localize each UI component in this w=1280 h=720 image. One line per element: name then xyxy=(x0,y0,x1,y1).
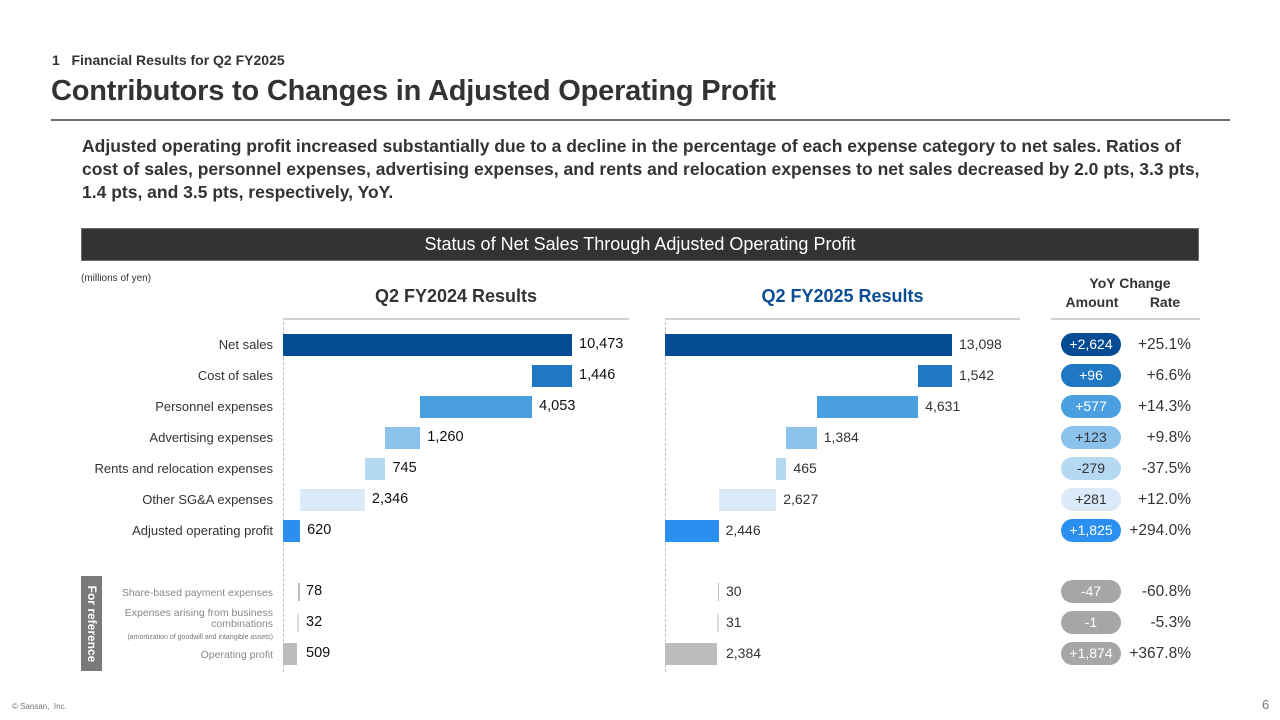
row-label: Cost of sales xyxy=(197,368,273,383)
ref-row-label: Expenses arising from business combinati… xyxy=(124,607,273,630)
yoy-ref-amount-pill: +1,874 xyxy=(1061,642,1121,665)
value-label: 2,627 xyxy=(783,491,819,507)
yoy-rate: +9.8% xyxy=(1146,429,1191,446)
yoy-ref-amount-pill: -47 xyxy=(1061,580,1121,603)
ref-value-label: 30 xyxy=(726,583,742,599)
bar-fy2024 xyxy=(532,365,572,387)
value-label: 1,542 xyxy=(959,367,995,383)
bar-fy2024 xyxy=(283,520,301,542)
ref-value-label: 2,384 xyxy=(726,645,762,661)
yoy-rate-header: Rate xyxy=(1149,294,1181,310)
bar-fy2024 xyxy=(385,427,421,449)
bar-fy2025 xyxy=(718,489,777,511)
bar-fy2024 xyxy=(300,489,365,511)
bar-fy2025 xyxy=(665,334,952,356)
page-number: 6 xyxy=(1262,697,1270,712)
row-label: Personnel expenses xyxy=(155,399,273,414)
ref-bar-fy2024 xyxy=(283,643,298,665)
yoy-ref-amount-pill: -1 xyxy=(1061,611,1121,634)
yoy-rate: +25.1% xyxy=(1137,336,1191,353)
copyright: © Sansan, Inc. xyxy=(12,702,67,711)
title-divider xyxy=(51,119,1230,121)
value-label: 2,446 xyxy=(725,522,761,538)
for-reference-badge: For reference xyxy=(81,576,102,671)
ref-value-label: 509 xyxy=(306,645,331,661)
ref-bar-fy2025 xyxy=(717,583,720,601)
for-reference-label: For reference xyxy=(84,585,99,662)
row-label: Rents and relocation expenses xyxy=(94,461,273,476)
bar-fy2025 xyxy=(918,365,952,387)
value-label: 13,098 xyxy=(959,336,1002,352)
row-label: Net sales xyxy=(218,337,273,352)
yoy-amount-pill: +2,624 xyxy=(1061,333,1121,356)
page-title: Contributors to Changes in Adjusted Oper… xyxy=(51,75,776,107)
value-label: 1,384 xyxy=(823,429,859,445)
yoy-rule xyxy=(1051,318,1200,320)
ref-bar-fy2025 xyxy=(665,643,718,665)
summary-text: Adjusted operating profit increased subs… xyxy=(82,136,1200,202)
ref-value-label: 31 xyxy=(726,614,742,630)
value-label: 745 xyxy=(392,460,417,476)
value-label: 4,631 xyxy=(925,398,961,414)
ref-bar-fy2025 xyxy=(717,614,719,632)
value-label: 10,473 xyxy=(579,336,624,352)
bar-fy2024 xyxy=(420,396,533,418)
ref-row-label: Share-based payment expenses xyxy=(121,587,273,599)
yoy-amount-pill: +281 xyxy=(1061,488,1121,511)
yoy-ref-rate: +367.8% xyxy=(1129,645,1191,662)
value-label: 1,260 xyxy=(427,429,464,445)
value-label: 2,346 xyxy=(371,491,409,507)
ref-value-label: 32 xyxy=(306,614,323,630)
panel-rule-fy2025 xyxy=(665,318,1020,320)
bar-fy2025 xyxy=(665,520,719,542)
bar-fy2024 xyxy=(364,458,386,480)
yoy-rate: +294.0% xyxy=(1129,522,1191,539)
row-label: Adjusted operating profit xyxy=(132,523,273,538)
panel-title-fy2024: Q2 FY2024 Results xyxy=(374,286,538,306)
units-note: (millions of yen) xyxy=(81,273,152,284)
yoy-rate: -37.5% xyxy=(1141,460,1191,477)
section-label: 1 Financial Results for Q2 FY2025 xyxy=(52,52,285,68)
bar-fy2024 xyxy=(283,334,572,356)
value-label: 465 xyxy=(793,460,817,476)
yoy-amount-header: Amount xyxy=(1065,294,1119,310)
yoy-ref-rate: -5.3% xyxy=(1150,614,1192,631)
yoy-amount-pill: +123 xyxy=(1061,426,1121,449)
yoy-rate: +6.6% xyxy=(1146,367,1191,384)
value-label: 4,053 xyxy=(539,398,576,414)
panel-rule-fy2024 xyxy=(283,318,629,320)
yoy-rate: +14.3% xyxy=(1137,398,1191,415)
ref-bar-fy2024 xyxy=(297,583,301,601)
bar-fy2025 xyxy=(816,396,919,418)
ref-bar-fy2024 xyxy=(297,614,299,632)
yoy-rate: +12.0% xyxy=(1137,491,1191,508)
ref-value-label: 78 xyxy=(306,583,323,599)
value-label: 1,446 xyxy=(579,367,616,383)
row-label: Other SG&A expenses xyxy=(142,492,273,507)
yoy-title: YoY Change xyxy=(1089,275,1171,291)
axis-fy2025 xyxy=(665,322,666,672)
yoy-amount-pill: -279 xyxy=(1061,457,1121,480)
ref-row-label: Operating profit xyxy=(200,649,273,661)
bar-fy2025 xyxy=(776,458,787,480)
chart-banner: Status of Net Sales Through Adjusted Ope… xyxy=(81,228,1199,261)
yoy-ref-rate: -60.8% xyxy=(1141,583,1191,600)
axis-fy2024 xyxy=(283,322,284,672)
ref-row-note: (amortization of goodwill and intangible… xyxy=(127,634,273,641)
row-label: Advertising expenses xyxy=(149,430,273,445)
yoy-amount-pill: +96 xyxy=(1061,364,1121,387)
value-label: 620 xyxy=(307,522,332,538)
yoy-amount-pill: +1,825 xyxy=(1061,519,1121,542)
panel-title-fy2025: Q2 FY2025 Results xyxy=(761,286,924,306)
yoy-amount-pill: +577 xyxy=(1061,395,1121,418)
bar-fy2025 xyxy=(786,427,817,449)
